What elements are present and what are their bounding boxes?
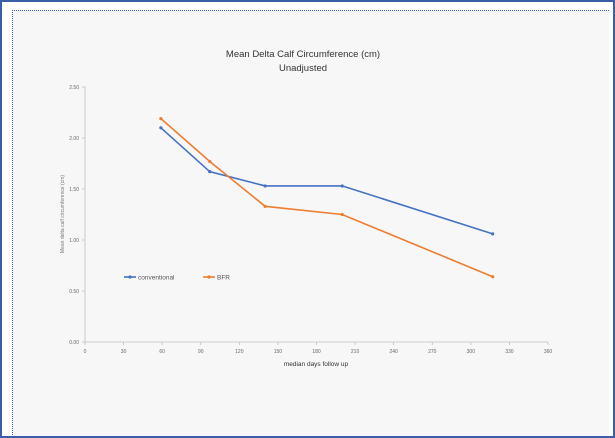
- series-group: [159, 117, 495, 279]
- x-tick-label: 30: [121, 349, 127, 355]
- series-line-bfr: [160, 117, 494, 278]
- x-tick-label: 0: [84, 349, 87, 355]
- y-tick-label: 1.00: [69, 238, 79, 244]
- data-point-conventional: [263, 184, 267, 188]
- x-tick-label: 360: [544, 349, 553, 355]
- data-point-bfr: [159, 117, 163, 121]
- y-axis-label: Mean delta calf circumference (cm): [60, 175, 66, 253]
- x-tick-label: 210: [351, 349, 360, 355]
- data-point-bfr: [491, 275, 495, 279]
- legend-marker-conventional: [128, 275, 132, 279]
- x-axis-label: median days follow up: [284, 361, 349, 368]
- series-line-conventional: [160, 127, 493, 235]
- axes: 0.00 0.50 1.00 1.50 2.00 2.50 0 30 60 90 120 150 180…: [69, 85, 552, 355]
- y-tick-label: 2.50: [69, 85, 79, 91]
- x-tick-label: 270: [428, 349, 437, 355]
- data-point-bfr: [263, 204, 267, 208]
- data-point-conventional: [159, 126, 163, 130]
- y-tick-label: 2.00: [69, 136, 79, 142]
- y-tick-label: 0.50: [69, 289, 79, 295]
- data-point-conventional: [208, 170, 212, 174]
- x-tick-label: 120: [235, 349, 244, 355]
- x-tick-label: 300: [467, 349, 476, 355]
- x-tick-label: 240: [389, 349, 398, 355]
- chart-subtitle: Unadjusted: [279, 63, 327, 74]
- legend: conventional BFR: [124, 275, 230, 282]
- chart-title: Mean Delta Calf Circumference (cm): [226, 49, 380, 60]
- data-point-bfr: [340, 212, 344, 217]
- x-tick-label: 330: [505, 349, 514, 355]
- x-tick-label: 180: [312, 349, 321, 355]
- legend-label-bfr: BFR: [217, 275, 230, 282]
- chart-area: [12, 10, 609, 435]
- x-tick-label: 90: [198, 349, 204, 355]
- x-tick-label: 60: [159, 349, 165, 355]
- y-tick-label: 0.00: [69, 340, 79, 346]
- data-point-bfr: [208, 159, 212, 164]
- legend-label-conventional: conventional: [138, 275, 175, 282]
- x-tick-label: 150: [274, 349, 283, 355]
- y-tick-label: 1.50: [69, 187, 79, 193]
- data-point-conventional: [340, 184, 344, 188]
- data-point-conventional: [491, 232, 495, 236]
- legend-marker-bfr: [207, 275, 211, 279]
